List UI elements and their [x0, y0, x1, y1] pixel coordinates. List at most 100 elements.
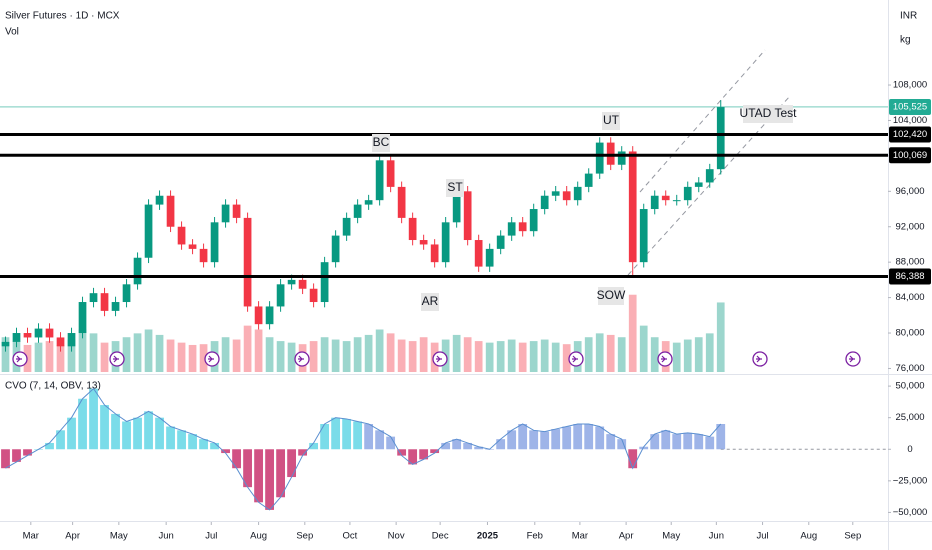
volume-bar — [628, 294, 637, 372]
cvo-bar — [309, 442, 319, 450]
candle-body — [276, 284, 285, 307]
cvo-bar — [122, 421, 131, 450]
annotation-bg — [598, 287, 624, 305]
candle-body — [265, 306, 274, 325]
last-price-label-bg — [889, 98, 931, 115]
cvo-bar — [100, 405, 109, 450]
cvo-bar — [298, 449, 308, 456]
candle-body — [441, 222, 450, 263]
candle-body — [628, 151, 637, 263]
volume-bar — [672, 342, 681, 372]
volume-bar — [650, 337, 659, 372]
volume-bar — [474, 341, 483, 372]
cvo-bar — [496, 439, 506, 450]
volume-bar — [56, 344, 65, 372]
annotation-bg — [602, 112, 620, 130]
cvo-bar — [683, 432, 693, 450]
candle-body — [298, 279, 307, 289]
candle-body — [331, 235, 340, 263]
candle-body — [540, 195, 549, 210]
volume-bar — [408, 341, 417, 372]
candle-body — [12, 333, 21, 342]
volume-bar — [331, 339, 340, 372]
candle-body — [166, 195, 175, 227]
x-tick-label: Sep — [296, 531, 313, 542]
cvo-bar — [573, 424, 583, 450]
x-tick-label: May — [662, 531, 680, 542]
cvo-bar — [606, 434, 616, 450]
annotation-bg — [421, 293, 439, 311]
volume-bar — [309, 341, 318, 372]
volume-bar — [276, 341, 285, 372]
x-tick-label: 2025 — [477, 531, 499, 542]
x-tick-label: Jun — [158, 531, 173, 542]
cvo-bar — [232, 449, 241, 469]
candle-body — [496, 235, 505, 249]
candle-body — [573, 186, 582, 201]
y-tick-label: 88,000 — [895, 257, 924, 268]
candle-body — [683, 186, 692, 201]
cvo-bar — [166, 426, 175, 450]
cvo-tick-label: −50,000 — [893, 507, 928, 518]
cvo-bar — [551, 429, 561, 450]
x-tick-label: Dec — [432, 531, 449, 542]
cvo-bar — [78, 398, 87, 450]
level-label: 100,069 — [893, 150, 927, 161]
volume-bar — [705, 333, 714, 372]
candle-body — [1, 341, 10, 347]
cvo-bar — [507, 430, 517, 450]
candle-body — [111, 302, 120, 311]
event-icon-arrow — [756, 355, 762, 363]
candle-body — [716, 106, 725, 170]
candle-body — [595, 142, 604, 174]
cvo-bar — [518, 424, 528, 450]
volume-bar — [419, 337, 428, 372]
volume-bar — [78, 329, 87, 372]
candle-body — [199, 248, 208, 263]
cvo-bar — [452, 439, 462, 450]
cvo-bar — [23, 449, 32, 456]
volume-bar — [496, 341, 505, 372]
candle-body — [210, 222, 219, 263]
x-tick-label: Mar — [23, 531, 39, 542]
candle-body — [606, 142, 615, 165]
cvo-bar — [221, 449, 230, 454]
cvo-bar — [67, 417, 76, 450]
candle-body — [122, 284, 131, 303]
cvo-bar — [243, 449, 252, 488]
cvo-bar — [430, 449, 440, 454]
cvo-bar — [529, 430, 539, 450]
cvo-bar — [397, 449, 407, 456]
channel-lower — [627, 95, 791, 276]
volume-bar — [485, 342, 494, 372]
cvo-bar — [188, 434, 197, 450]
cvo-bar — [672, 434, 682, 450]
event-icon-arrow — [572, 355, 578, 363]
volume-bar — [45, 341, 54, 372]
volume-bar — [463, 337, 472, 372]
volume-bar — [639, 325, 648, 372]
cvo-bar — [639, 446, 649, 450]
volume-bar — [287, 342, 296, 372]
cvo-bar — [12, 449, 21, 462]
annotation-bg — [446, 179, 464, 197]
cvo-bar — [595, 426, 605, 450]
volume-bar — [122, 337, 131, 372]
candle-body — [34, 328, 43, 338]
volume-bar — [529, 341, 538, 372]
volume-bar — [342, 341, 351, 372]
y-tick-label: 96,000 — [895, 186, 924, 197]
candle-body — [386, 160, 395, 187]
level-label-bg — [889, 126, 931, 143]
x-tick-label: Aug — [800, 531, 817, 542]
cvo-bar — [716, 424, 726, 450]
x-tick-label: Mar — [572, 531, 588, 542]
cvo-bar — [562, 426, 572, 450]
cvo-tick-label: 0 — [907, 444, 912, 455]
volume-bar — [133, 333, 142, 372]
volume-bar — [716, 302, 725, 372]
candle-body — [430, 244, 439, 263]
volume-bar — [540, 339, 549, 372]
volume-label: Vol — [5, 27, 19, 38]
